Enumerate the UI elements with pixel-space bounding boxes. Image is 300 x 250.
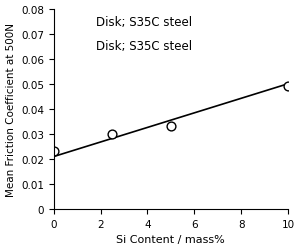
Text: Disk; S35C steel: Disk; S35C steel (96, 40, 192, 52)
Text: Disk; S35C steel: Disk; S35C steel (96, 16, 192, 28)
Point (51, 150, 56, 154)
X-axis label: Si Content / mass%: Si Content / mass% (116, 234, 225, 244)
Point (169, 125, 173, 129)
Y-axis label: Mean Friction Coefficient at 500N: Mean Friction Coefficient at 500N (6, 23, 16, 196)
Point (286, 85, 290, 89)
Point (110, 132, 115, 136)
